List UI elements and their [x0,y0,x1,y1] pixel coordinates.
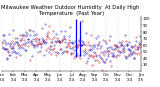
Title: Milwaukee Weather Outdoor Humidity  At Daily High  Temperature  (Past Year): Milwaukee Weather Outdoor Humidity At Da… [1,5,141,16]
